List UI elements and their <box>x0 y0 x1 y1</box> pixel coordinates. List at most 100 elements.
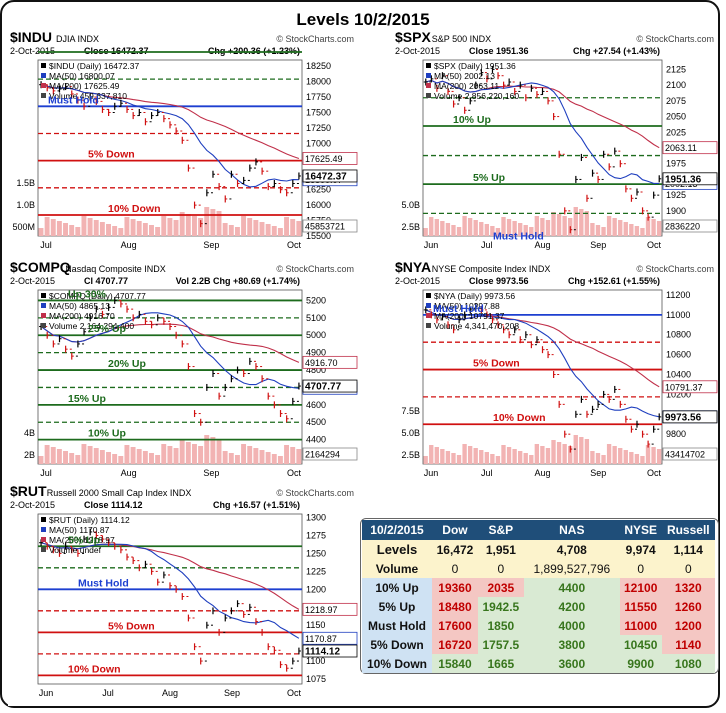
level-cell: 9900 <box>619 654 662 673</box>
volume-bar <box>142 451 148 464</box>
y-tick-label: 11200 <box>666 290 690 300</box>
date-label: 2-Oct-2015 <box>395 46 440 56</box>
volume-bar <box>623 450 628 464</box>
x-tick-label: Sep <box>203 240 219 250</box>
volume-bar <box>290 447 296 464</box>
volume-bar <box>484 452 489 464</box>
x-tick-label: Oct <box>647 240 662 250</box>
volume-bar <box>99 450 105 464</box>
volume-bar <box>612 446 617 464</box>
volume-tick-label: 1.0B <box>16 200 35 210</box>
level-cell: 1200 <box>661 616 715 635</box>
legend-swatch <box>426 83 431 88</box>
x-tick-label: Sep <box>203 468 219 478</box>
volume-bar <box>112 226 118 236</box>
level-annotation: 10% Up <box>453 114 491 126</box>
x-tick-label: Jul <box>481 240 493 250</box>
volume-tick-label: 2.5B <box>401 450 420 460</box>
volume-bar <box>584 439 590 464</box>
value-tag-text: 45853721 <box>305 222 345 232</box>
volume-bar <box>87 446 93 464</box>
volume-bar <box>634 226 640 236</box>
value-tag-text: 2164294 <box>305 450 340 460</box>
y-tick-label: 5000 <box>306 330 326 340</box>
volume-bar <box>277 228 283 236</box>
y-tick-label: 15500 <box>306 231 331 241</box>
legend-swatch <box>41 63 46 68</box>
ma50-line <box>40 84 299 188</box>
y-tick-label: 17500 <box>306 107 331 117</box>
value-tag-text: 2836220 <box>665 222 700 232</box>
date-label: 2-Oct-2015 <box>10 500 55 510</box>
table-row: Must Hold 17600 1850 4000 11000 1200 <box>362 616 715 635</box>
y-tick-label: 9800 <box>666 429 686 439</box>
plot-area <box>37 289 303 465</box>
x-tick-label: Sep <box>590 468 606 478</box>
volume-bar <box>247 218 253 236</box>
volume-bar <box>234 227 240 236</box>
volume-bar <box>87 218 93 236</box>
y-tick-label: 1925 <box>666 190 686 200</box>
volume-bar <box>629 224 634 236</box>
volume-bar <box>136 449 142 464</box>
value-tag <box>662 141 718 155</box>
volume-bar <box>456 227 462 236</box>
volume-bar <box>540 218 545 236</box>
level-cell: 1757.5 <box>477 635 524 654</box>
volume-bar <box>63 223 68 236</box>
volume-bar <box>161 216 167 236</box>
x-tick-label: Sep <box>590 240 606 250</box>
volume-tick-label: 500M <box>12 222 35 232</box>
level-cell: 3600 <box>523 654 620 673</box>
volume-bar <box>540 446 545 464</box>
x-tick-label: Jul <box>40 240 52 250</box>
volume-bar <box>124 445 130 464</box>
volume-bar <box>645 217 651 236</box>
level-cell: 1260 <box>661 597 715 616</box>
volume-bar <box>556 442 562 464</box>
volume-bar <box>241 444 247 464</box>
value-tag <box>302 644 358 658</box>
volume-bar <box>106 224 111 236</box>
index-name: Nasdaq Composite INDX <box>65 264 166 274</box>
y-tick-label: 18250 <box>306 61 331 71</box>
y-tick-label: 10800 <box>666 330 691 340</box>
legend-swatch <box>41 323 46 328</box>
table-cell: 1,899,527,796 <box>523 559 620 578</box>
index-name: Russell 2000 Small Cap Index INDX <box>47 488 192 498</box>
value-tag-text: 4916.70 <box>305 358 338 368</box>
volume-bar <box>456 455 462 464</box>
x-tick-label: Jun <box>39 688 54 698</box>
y-tick-label: 2125 <box>666 64 686 74</box>
level-annotation: 10% Down <box>68 663 121 675</box>
level-cell: 4200 <box>523 597 620 616</box>
volume-bar <box>247 446 253 464</box>
volume-bar <box>118 228 124 236</box>
legend-swatch <box>426 323 431 328</box>
y-tick-label: 4800 <box>306 365 326 375</box>
value-tag-text: 17625.49 <box>305 154 343 164</box>
legend-swatch <box>41 313 46 318</box>
volume-bar <box>56 449 62 464</box>
legend-entry: MA(50) 10297.88 <box>434 301 500 311</box>
legend-swatch <box>41 303 46 308</box>
value-tag-text: 1114.12 <box>305 647 340 658</box>
volume-bar <box>595 225 601 236</box>
legend-entry: Volume 459,637,810 <box>49 91 127 101</box>
volume-bar <box>440 221 445 236</box>
volume-bar <box>210 437 216 464</box>
volume-bar <box>284 217 290 236</box>
volume-bar <box>130 447 136 464</box>
level-annotation: 15% Up <box>68 393 106 405</box>
volume-bar <box>618 448 623 464</box>
x-tick-label: Aug <box>534 240 550 250</box>
y-tick-label: 2075 <box>666 96 686 106</box>
volume-bar <box>640 456 645 464</box>
level-cell: 16720 <box>432 635 478 654</box>
value-tag-text: 1170.87 <box>305 634 337 644</box>
volume-bar <box>579 437 584 464</box>
volume-bar <box>656 221 662 236</box>
volume-bar <box>445 223 451 236</box>
legend-entry: MA(200) 4916.70 <box>49 311 115 321</box>
volume-bar <box>130 219 136 236</box>
